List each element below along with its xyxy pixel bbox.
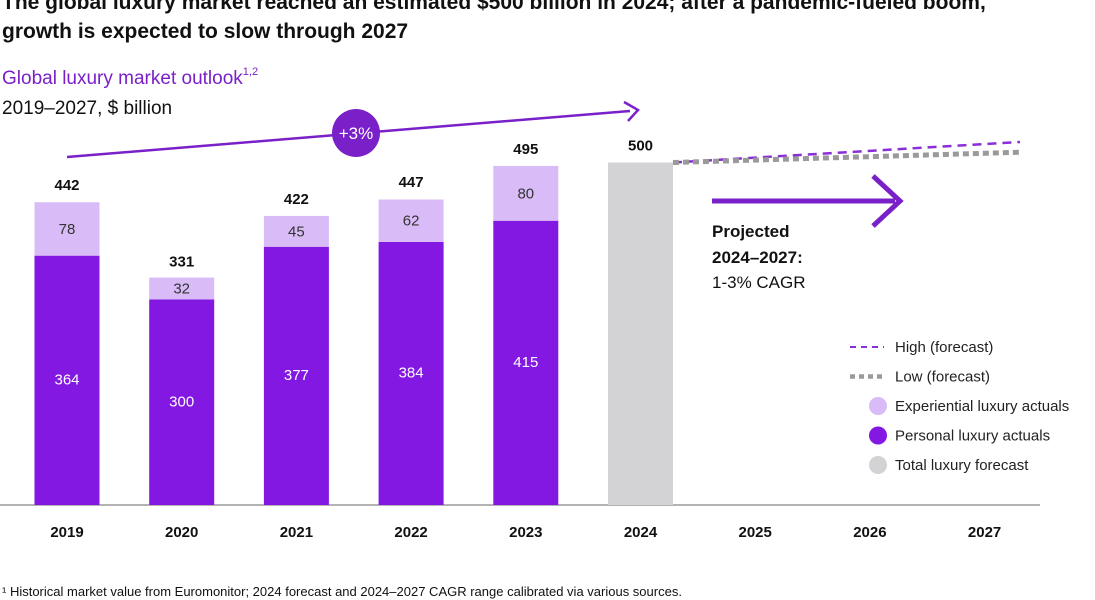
x-tick-label: 2023: [509, 524, 542, 541]
total-label: 495: [513, 141, 538, 158]
total-label: 422: [284, 191, 309, 208]
x-tick-label: 2026: [853, 524, 886, 541]
data-label-personal: 300: [169, 393, 194, 410]
growth-arrowhead: [623, 100, 640, 122]
bar-personal: [378, 241, 444, 505]
total-label: 442: [54, 177, 79, 194]
data-label-experiential: 80: [517, 185, 534, 202]
chart-subtitle: Global luxury market outlook1,2: [2, 66, 259, 90]
headline: The global luxury market reached an esti…: [2, 0, 986, 46]
x-tick-label: 2027: [968, 524, 1001, 541]
data-label-personal: 415: [513, 354, 538, 371]
footnote-marker: 1,2: [242, 66, 259, 78]
data-label-experiential: 32: [173, 281, 190, 298]
legend-label: Total luxury forecast: [895, 457, 1029, 474]
bar-experiential: [263, 215, 329, 247]
footnote: ¹ Historical market value from Euromonit…: [2, 584, 682, 599]
x-tick-label: 2024: [624, 524, 658, 541]
chart-subtitle-text: Global luxury market outlook: [2, 68, 243, 89]
data-label-experiential: 78: [59, 221, 76, 238]
bar-experiential: [493, 165, 559, 221]
x-tick-label: 2025: [739, 524, 772, 541]
bar-personal: [34, 255, 100, 505]
x-tick-label: 2019: [50, 524, 83, 541]
legend-personal-swatch: [869, 426, 887, 445]
total-label: 447: [399, 174, 424, 191]
low-forecast-line: [672, 149, 1021, 165]
total-label: 331: [169, 253, 194, 270]
bar-forecast: [608, 162, 673, 505]
bar-personal: [149, 299, 215, 505]
projection-cagr: 1-3% CAGR: [712, 273, 806, 292]
legend-label: Experiential luxury actuals: [895, 398, 1069, 415]
total-label: 500: [628, 138, 653, 155]
growth-badge-text: +3%: [339, 124, 374, 143]
legend-label: High (forecast): [895, 339, 993, 356]
high-forecast-line: [672, 140, 1021, 164]
data-label-experiential: 62: [403, 213, 420, 230]
legend-experiential-swatch: [869, 397, 887, 415]
x-tick-label: 2021: [280, 524, 313, 541]
chart-units: 2019–2027, $ billion: [2, 98, 173, 119]
projection-period: 2024–2027:: [712, 248, 803, 267]
x-tick-label: 2020: [165, 524, 198, 541]
bar-experiential: [378, 199, 444, 242]
projection-arrowhead: [871, 174, 904, 228]
data-label-personal: 384: [399, 364, 424, 381]
growth-badge-circle: [332, 109, 380, 157]
legend-forecast-swatch: [869, 456, 887, 474]
data-label-personal: 377: [284, 367, 309, 384]
legend-label: Personal luxury actuals: [895, 428, 1050, 445]
bar-personal: [263, 246, 329, 505]
bar-experiential: [149, 277, 215, 300]
data-label-personal: 364: [54, 371, 79, 388]
headline-line-2: growth is expected to slow through 2027: [2, 20, 409, 43]
bar-experiential: [34, 202, 100, 256]
bar-personal: [493, 220, 559, 505]
x-tick-label: 2022: [394, 524, 427, 541]
headline-line-1: The global luxury market reached an esti…: [2, 0, 986, 14]
legend-label: Low (forecast): [895, 369, 990, 386]
data-label-experiential: 45: [288, 223, 305, 240]
projection-label: Projected: [712, 222, 790, 241]
